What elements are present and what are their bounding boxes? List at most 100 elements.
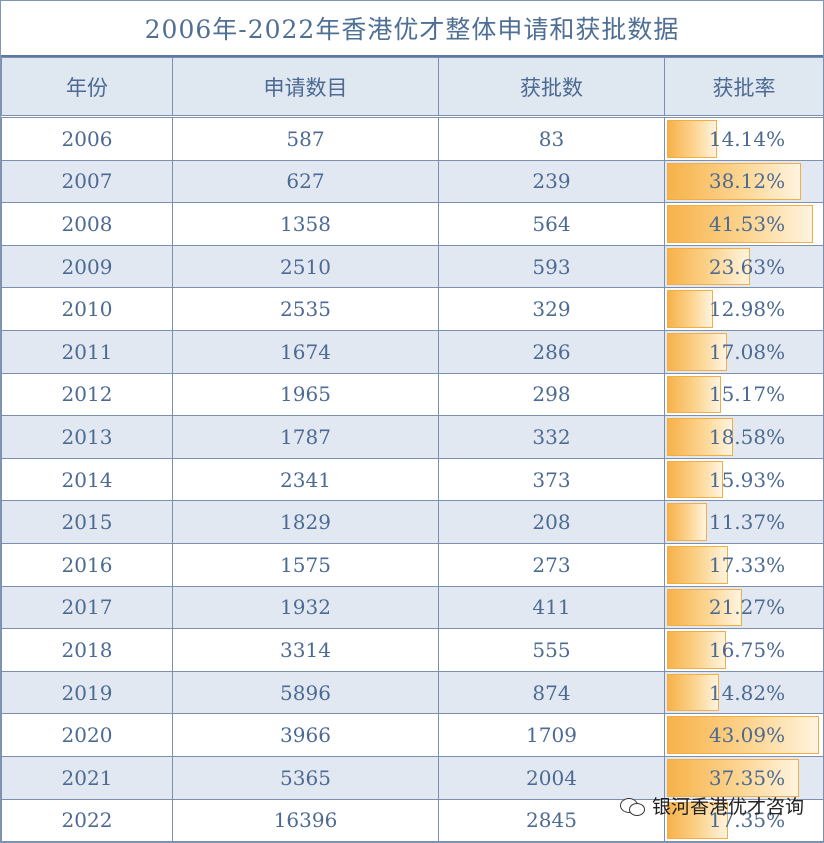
header-applications: 申请数目 [172, 57, 439, 118]
cell-applications: 1932 [172, 585, 439, 630]
cell-approved: 208 [438, 500, 665, 544]
header-approved: 获批数 [438, 57, 665, 118]
cell-applications: 5896 [172, 670, 439, 715]
rate-bar [667, 673, 719, 712]
cell-rate: 43.09% [664, 713, 824, 757]
cell-applications: 1787 [172, 415, 439, 459]
cell-year: 2006 [1, 116, 173, 161]
cell-applications: 2510 [172, 244, 439, 289]
rate-bar [667, 332, 727, 371]
rate-bar [667, 460, 723, 499]
cell-year: 2020 [1, 713, 173, 757]
rate-bar [667, 801, 728, 840]
cell-approved: 329 [438, 287, 665, 331]
cell-approved: 286 [438, 329, 665, 374]
cell-year: 2008 [1, 202, 173, 246]
rate-value: 21.27% [708, 595, 786, 620]
page-title: 2006年-2022年香港优才整体申请和获批数据 [1, 1, 823, 57]
rate-bar [667, 247, 750, 286]
cell-year: 2011 [1, 329, 173, 374]
approval-table: 年份 申请数目 获批数 获批率 2006 587 83 14.14% 2007 627 23… [1, 57, 824, 843]
table-row: 2009 2510 593 23.63% [1, 244, 824, 289]
table-row: 2020 3966 1709 43.09% [1, 713, 824, 757]
rate-bar [667, 716, 819, 754]
cell-rate: 16.75% [664, 628, 824, 672]
table-row: 2017 1932 411 21.27% [1, 585, 824, 630]
cell-applications: 1674 [172, 329, 439, 374]
cell-year: 2013 [1, 415, 173, 459]
rate-value: 38.12% [708, 169, 786, 194]
cell-approved: 593 [438, 244, 665, 289]
header-year: 年份 [1, 57, 173, 118]
table-row: 2010 2535 329 12.98% [1, 287, 824, 331]
rate-bar [667, 631, 726, 669]
cell-year: 2007 [1, 159, 173, 204]
cell-rate: 18.58% [664, 415, 824, 459]
table-row: 2007 627 239 38.12% [1, 159, 824, 204]
table-row: 2015 1829 208 11.37% [1, 500, 824, 544]
rate-bar [667, 120, 717, 158]
table-row: 2018 3314 555 16.75% [1, 628, 824, 672]
cell-applications: 1575 [172, 542, 439, 587]
rate-bar [667, 290, 713, 328]
rate-value: 23.63% [708, 254, 786, 279]
cell-rate: 38.12% [664, 159, 824, 204]
table-row: 2011 1674 286 17.08% [1, 329, 824, 374]
cell-year: 2019 [1, 670, 173, 715]
cell-year: 2010 [1, 287, 173, 331]
cell-applications: 1358 [172, 202, 439, 246]
cell-approved: 373 [438, 457, 665, 502]
cell-approved: 2004 [438, 755, 665, 800]
rate-bar [667, 758, 799, 797]
rate-value: 43.09% [708, 723, 786, 748]
cell-year: 2017 [1, 585, 173, 630]
rate-bar [667, 588, 742, 627]
cell-applications: 5365 [172, 755, 439, 800]
cell-applications: 587 [172, 116, 439, 161]
cell-year: 2009 [1, 244, 173, 289]
cell-rate: 14.14% [664, 116, 824, 161]
rate-value: 17.33% [708, 552, 786, 577]
cell-year: 2016 [1, 542, 173, 587]
cell-rate: 23.63% [664, 244, 824, 289]
cell-rate: 17.08% [664, 329, 824, 374]
wechat-icon [619, 796, 646, 816]
table-row: 2021 5365 2004 37.35% [1, 755, 824, 800]
cell-year: 2014 [1, 457, 173, 502]
cell-approved: 564 [438, 202, 665, 246]
cell-applications: 2535 [172, 287, 439, 331]
watermark-text: 银河香港优才咨询 [651, 796, 804, 818]
rate-value: 15.17% [708, 382, 786, 407]
cell-rate: 17.35% [664, 798, 824, 843]
cell-approved: 273 [438, 542, 665, 587]
rate-value: 41.53% [708, 211, 786, 236]
cell-year: 2022 [1, 798, 173, 843]
cell-applications: 3314 [172, 628, 439, 672]
rate-value: 17.35% [708, 808, 786, 833]
rate-value: 11.37% [708, 510, 786, 535]
cell-approved: 555 [438, 628, 665, 672]
rate-bar [667, 418, 733, 456]
cell-applications: 1965 [172, 372, 439, 417]
cell-year: 2012 [1, 372, 173, 417]
cell-year: 2021 [1, 755, 173, 800]
table-row: 2006 587 83 14.14% [1, 116, 824, 161]
cell-rate: 37.35% [664, 755, 824, 800]
rate-value: 12.98% [708, 297, 786, 322]
cell-approved: 239 [438, 159, 665, 204]
header-rate: 获批率 [664, 57, 824, 118]
cell-approved: 83 [438, 116, 665, 161]
cell-applications: 16396 [172, 798, 439, 843]
cell-approved: 874 [438, 670, 665, 715]
rate-value: 14.82% [708, 680, 786, 705]
table-row: 2019 5896 874 14.82% [1, 670, 824, 715]
cell-rate: 11.37% [664, 500, 824, 544]
cell-applications: 627 [172, 159, 439, 204]
rate-bar [667, 162, 801, 201]
cell-rate: 12.98% [664, 287, 824, 331]
cell-rate: 15.17% [664, 372, 824, 417]
cell-approved: 332 [438, 415, 665, 459]
rate-bar [667, 503, 707, 541]
table-row: 2014 2341 373 15.93% [1, 457, 824, 502]
